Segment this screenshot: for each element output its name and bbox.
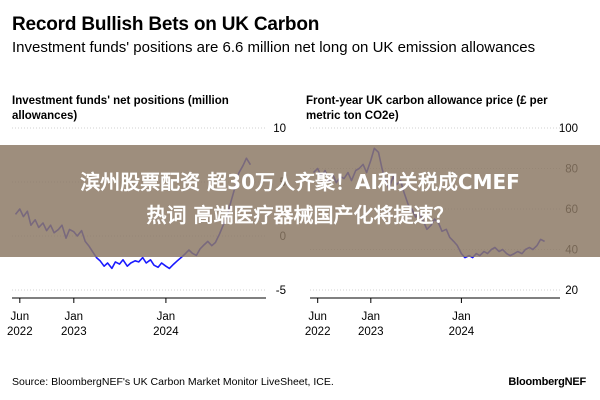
overlay-banner-line-1: 滨州股票配资 超30万人齐聚！AI和关税成CMEF bbox=[80, 170, 520, 194]
overlay-banner-line-2: 热词 高端医疗器械国产化将提速？ bbox=[146, 203, 454, 227]
left-chart-x-tick-label: Jan 2024 bbox=[153, 311, 179, 338]
right-panel-title: Front-year UK carbon allowance price (£ … bbox=[306, 95, 548, 122]
right-chart-y-tick-label: 20 bbox=[565, 285, 578, 297]
left-panel-title: Investment funds' net positions (million… bbox=[12, 95, 229, 122]
left-chart-x-tick-label: Jun 2022 bbox=[7, 311, 33, 338]
right-chart-x-tick-label: Jan 2024 bbox=[449, 311, 475, 338]
right-chart-x-tick-label: Jun 2022 bbox=[305, 311, 331, 338]
chart-subtitle: Investment funds' positions are 6.6 mill… bbox=[12, 39, 536, 56]
chart-title: Record Bullish Bets on UK Carbon bbox=[12, 14, 320, 35]
overlay-banner-text: 滨州股票配资 超30万人齐聚！AI和关税成CMEF 热词 高端医疗器械国产化将提… bbox=[0, 166, 600, 232]
left-chart-x-tick-label: Jan 2023 bbox=[61, 311, 87, 338]
brand-logo: BloombergNEF bbox=[508, 376, 586, 388]
right-chart-x-tick-label: Jan 2023 bbox=[358, 311, 384, 338]
right-chart-y-tick-label: 100 bbox=[559, 123, 578, 135]
left-chart-y-tick-label: -5 bbox=[276, 285, 286, 297]
source-note: Source: BloombergNEF's UK Carbon Market … bbox=[12, 376, 334, 388]
left-chart-y-tick-label: 10 bbox=[273, 123, 286, 135]
overlay-banner bbox=[0, 145, 600, 257]
